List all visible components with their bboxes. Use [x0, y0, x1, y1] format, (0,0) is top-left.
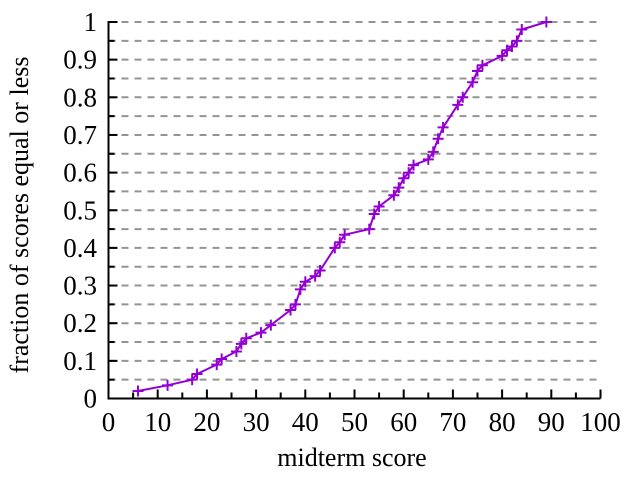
data-point-marker: [299, 276, 311, 288]
data-point-marker: [235, 338, 247, 350]
y-tick-label: 0.5: [63, 195, 97, 225]
y-tick-label: 0.4: [63, 233, 97, 263]
data-point-marker: [472, 65, 483, 77]
data-point-marker: [255, 327, 267, 339]
data-point-marker: [476, 59, 488, 71]
y-gridlines: [108, 21, 601, 381]
data-point-marker: [265, 319, 277, 331]
data-point-marker: [289, 298, 301, 310]
data-point-marker: [314, 264, 326, 276]
data-point-marker: [457, 91, 469, 103]
y-tick-label: 1: [84, 7, 98, 37]
data-point-marker: [403, 167, 415, 179]
data-point-marker: [285, 304, 297, 316]
data-point-marker: [363, 223, 375, 235]
data-point-marker: [432, 133, 444, 145]
data-point-marker: [427, 146, 439, 158]
x-tick-labels: 0 10 20 30 40 50 60 70 80 90 100: [102, 407, 621, 437]
data-point-marker: [398, 172, 410, 184]
cdf-line: [137, 21, 547, 392]
x-tick-label: 60: [390, 407, 417, 437]
data-point-marker: [294, 283, 306, 295]
data-point-marker: [496, 50, 508, 62]
data-point-marker: [368, 208, 380, 220]
x-tick-label: 50: [341, 407, 368, 437]
x-axis-title: midterm score: [277, 443, 426, 472]
data-point-marker: [388, 189, 400, 201]
y-tick-label: 0.8: [63, 82, 97, 112]
y-axis-title: fraction of scores equal or less: [5, 57, 34, 374]
data-point-marker: [437, 121, 449, 133]
data-point-marker: [408, 159, 420, 171]
data-point-marker: [540, 16, 552, 28]
x-tick-label: 10: [144, 407, 171, 437]
data-point-marker: [422, 153, 434, 165]
x-tick-label: 30: [243, 407, 270, 437]
data-point-marker: [334, 236, 346, 248]
x-tick-label: 90: [538, 407, 565, 437]
data-point-marker: [132, 385, 144, 397]
data-point-marker: [230, 345, 242, 357]
tick-marks: [108, 21, 602, 399]
data-point-marker: [506, 40, 518, 52]
data-point-marker: [452, 99, 464, 111]
y-tick-label: 0.6: [63, 158, 97, 188]
y-tick-labels: 0 0.1 0.2 0.3 0.4 0.5 0.6 0.7 0.8 0.9 1: [63, 7, 97, 414]
y-tick-label: 0.7: [63, 120, 97, 150]
data-point-marker: [309, 270, 321, 282]
x-tick-label: 20: [193, 407, 220, 437]
data-point-marker: [329, 242, 341, 254]
data-point-marker: [162, 379, 174, 391]
x-tick-label: 70: [439, 407, 466, 437]
y-tick-label: 0.1: [63, 346, 97, 376]
data-point-marker: [373, 200, 385, 212]
data-point-marker: [186, 374, 198, 386]
y-tick-label: 0: [84, 384, 98, 414]
data-point-marker: [191, 368, 203, 380]
data-point-marker: [240, 332, 252, 344]
x-tick-label: 100: [580, 407, 621, 437]
y-tick-label: 0.3: [63, 271, 97, 301]
y-tick-label: 0.2: [63, 308, 97, 338]
x-tick-label: 0: [102, 407, 116, 437]
x-tick-label: 80: [489, 407, 516, 437]
x-tick-label: 40: [292, 407, 319, 437]
data-point-marker: [511, 35, 523, 47]
data-point-marker: [216, 353, 228, 365]
data-point-marker: [211, 359, 223, 371]
y-tick-label: 0.9: [63, 45, 97, 75]
data-point-marker: [467, 76, 479, 88]
data-point-marker: [339, 229, 351, 241]
data-series: [132, 16, 552, 397]
data-point-marker: [393, 182, 405, 194]
data-point-marker: [516, 24, 528, 36]
